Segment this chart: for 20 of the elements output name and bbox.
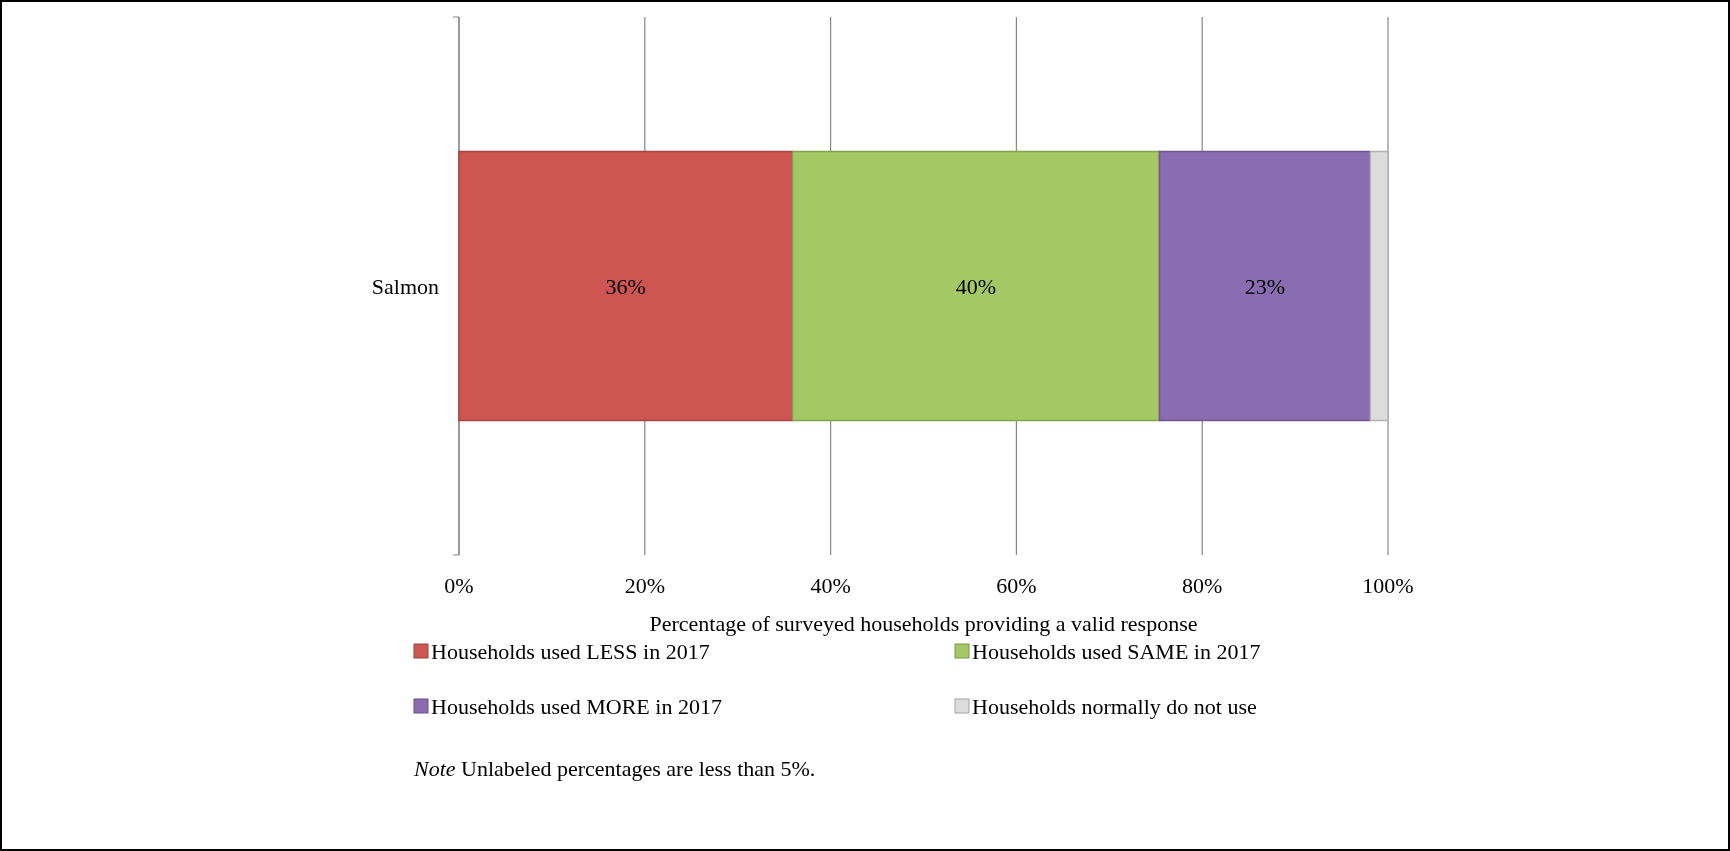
data-label: 23% [1244, 273, 1286, 299]
x-tick-label: 20% [624, 572, 665, 598]
x-tick-label: 60% [996, 572, 1037, 598]
x-axis-title: Percentage of surveyed households providing a valid response [649, 610, 1198, 636]
legend-label: Households used LESS in 2017 [431, 638, 710, 664]
bar [791, 150, 1161, 422]
legend-label: Households normally do not use [972, 693, 1257, 719]
data-label: 36% [605, 273, 646, 299]
legend-label: Households used MORE in 2017 [431, 693, 722, 719]
y-tick-label: Salmon [371, 273, 439, 299]
bar [1158, 150, 1372, 422]
legend-label: Households used SAME in 2017 [972, 638, 1261, 664]
bar [1369, 150, 1389, 422]
text: Note Unlabeled percentages are less than 5%. [413, 755, 816, 781]
data-label: 40% [955, 273, 997, 299]
x-tick-label: 40% [810, 572, 851, 598]
bar [458, 150, 794, 422]
x-tick-label: 80% [1182, 572, 1223, 598]
x-tick-label: 0% [444, 572, 474, 598]
x-tick-label: 100% [1362, 572, 1414, 598]
